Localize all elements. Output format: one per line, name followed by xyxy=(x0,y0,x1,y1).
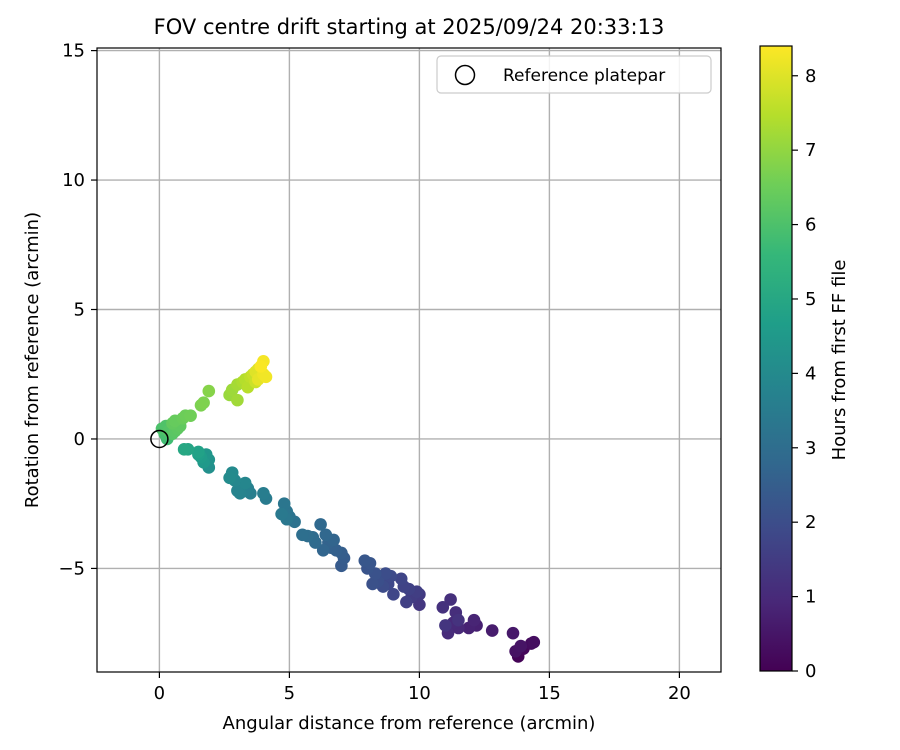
data-point xyxy=(444,593,457,606)
data-point xyxy=(467,613,481,627)
data-point xyxy=(184,409,197,422)
data-point xyxy=(277,497,291,511)
data-point xyxy=(436,600,450,614)
data-point xyxy=(223,471,236,485)
data-point xyxy=(202,384,216,398)
data-point xyxy=(231,484,244,498)
data-point xyxy=(439,619,452,632)
data-point xyxy=(379,567,392,580)
x-tick-label: 20 xyxy=(668,683,691,704)
data-point xyxy=(319,528,333,542)
colorbar-tick-label: 2 xyxy=(805,512,816,533)
colorbar-ticks: 0 1 2 3 4 5 6 7 8 xyxy=(792,66,816,682)
data-point xyxy=(192,445,205,459)
y-tick-label: −5 xyxy=(58,558,85,579)
data-point xyxy=(238,476,252,490)
colorbar-label: Hours from first FF file xyxy=(829,260,850,461)
data-point xyxy=(257,487,270,500)
data-point xyxy=(485,624,499,637)
data-point xyxy=(197,396,210,410)
colorbar-tick-label: 6 xyxy=(805,215,816,236)
data-point xyxy=(177,443,191,456)
y-axis-label: Rotation from reference (arcmin) xyxy=(22,212,43,508)
x-axis-ticks: 0 5 10 15 20 xyxy=(154,672,691,704)
plot-area xyxy=(97,48,721,672)
colorbar-tick-label: 0 xyxy=(805,661,816,682)
y-tick-label: 5 xyxy=(74,300,85,321)
chart-title: FOV centre drift starting at 2025/09/24 … xyxy=(154,15,665,39)
y-tick-label: 0 xyxy=(74,429,85,450)
legend-box xyxy=(436,55,712,94)
data-point xyxy=(358,554,372,567)
data-point xyxy=(452,613,465,627)
plot-frame xyxy=(96,47,722,673)
legend: Reference platepar xyxy=(436,55,712,94)
x-tick-label: 15 xyxy=(538,683,561,704)
y-tick-label: 15 xyxy=(62,41,85,62)
colorbar-tick-label: 1 xyxy=(805,587,816,608)
colorbar-tick-label: 7 xyxy=(805,140,816,161)
data-point xyxy=(506,626,520,640)
legend-label: Reference platepar xyxy=(503,66,665,86)
data-point xyxy=(316,544,330,557)
data-point xyxy=(231,393,244,407)
data-points xyxy=(155,354,541,663)
data-point xyxy=(366,577,379,591)
y-axis-ticks: −5 0 5 10 15 xyxy=(58,41,97,579)
data-point xyxy=(275,507,288,521)
colorbar-tick-label: 4 xyxy=(805,363,816,384)
colorbar-tick-label: 3 xyxy=(805,438,816,459)
data-point xyxy=(514,639,528,653)
data-point xyxy=(394,572,408,586)
data-point xyxy=(254,360,268,373)
data-point xyxy=(387,588,400,601)
x-tick-label: 5 xyxy=(284,683,295,704)
colorbar-tick-label: 5 xyxy=(805,289,816,310)
data-point xyxy=(296,528,309,542)
colorbar-scale xyxy=(759,45,793,672)
legend-marker xyxy=(454,64,476,86)
reference-marker xyxy=(150,429,169,449)
x-tick-label: 10 xyxy=(408,683,431,704)
colorbar: 0 1 2 3 4 5 6 7 8 Hours from first FF file xyxy=(759,45,850,682)
data-point xyxy=(259,370,273,384)
data-point xyxy=(527,635,541,649)
data-point xyxy=(314,518,327,531)
x-tick-label: 0 xyxy=(154,683,165,704)
colorbar-tick-label: 8 xyxy=(805,66,816,87)
grid xyxy=(97,48,721,672)
x-axis-label: Angular distance from reference (arcmin) xyxy=(223,713,596,734)
y-tick-label: 10 xyxy=(62,170,85,191)
data-point xyxy=(400,595,413,609)
data-point xyxy=(413,598,426,611)
